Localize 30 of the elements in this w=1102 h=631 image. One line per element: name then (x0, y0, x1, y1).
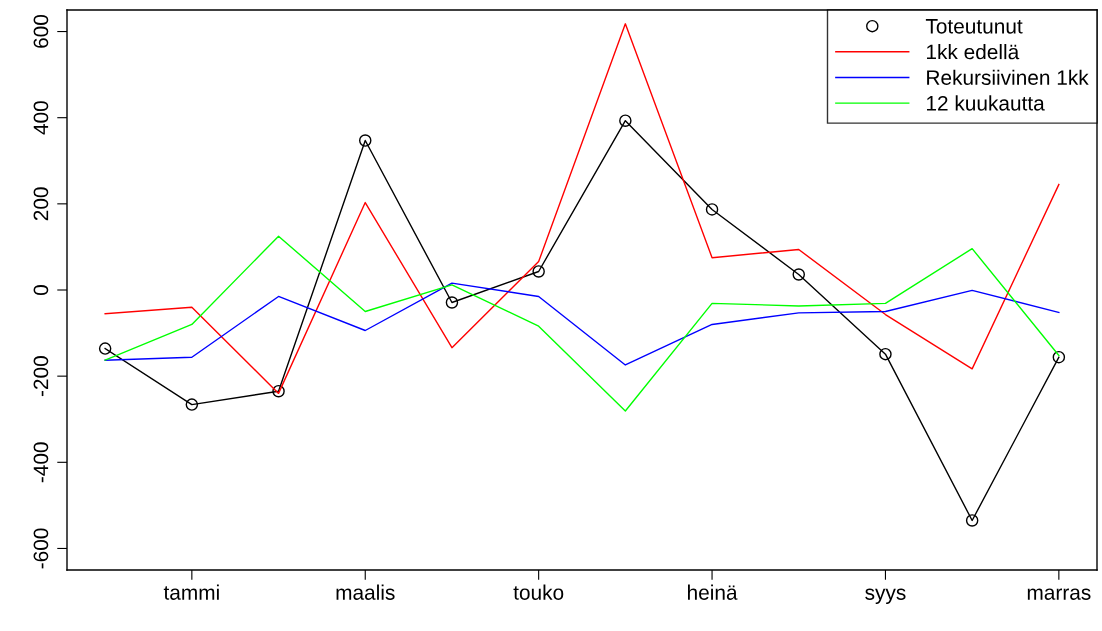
line-series (104, 282, 1060, 366)
x-tick-label: tammi (163, 584, 219, 600)
y-tick-label: -400 (33, 442, 49, 483)
x-tick-label: syys (865, 588, 906, 604)
x-tick-label: heinä (688, 584, 738, 600)
point (272, 384, 285, 398)
point (619, 114, 632, 127)
point (358, 134, 372, 147)
y-tick-label: 0 (33, 285, 49, 295)
y-tick-label: 200 (33, 187, 49, 221)
point (879, 347, 892, 361)
legend-label: Toteutunut (925, 19, 1023, 34)
point (532, 265, 545, 278)
legend-label: 12 kuukautta (927, 95, 1045, 111)
y-tick-label: 400 (33, 101, 49, 135)
point (98, 342, 112, 355)
point (792, 268, 806, 281)
x-tick-label: marras (1027, 588, 1091, 600)
legend-label: 1kk edellä (927, 44, 1020, 60)
x-tick-label: touko (513, 584, 564, 600)
y-tick-label: -600 (33, 528, 49, 569)
point (185, 398, 199, 411)
legend-label: Rekursiivinen 1kk (927, 69, 1089, 85)
x-tick-label: maalis (336, 584, 395, 600)
point (1052, 350, 1066, 364)
y-tick-label: 600 (33, 14, 49, 48)
point (965, 514, 979, 527)
point (705, 203, 719, 216)
point (445, 296, 459, 309)
y-tick-label: -200 (33, 356, 49, 397)
